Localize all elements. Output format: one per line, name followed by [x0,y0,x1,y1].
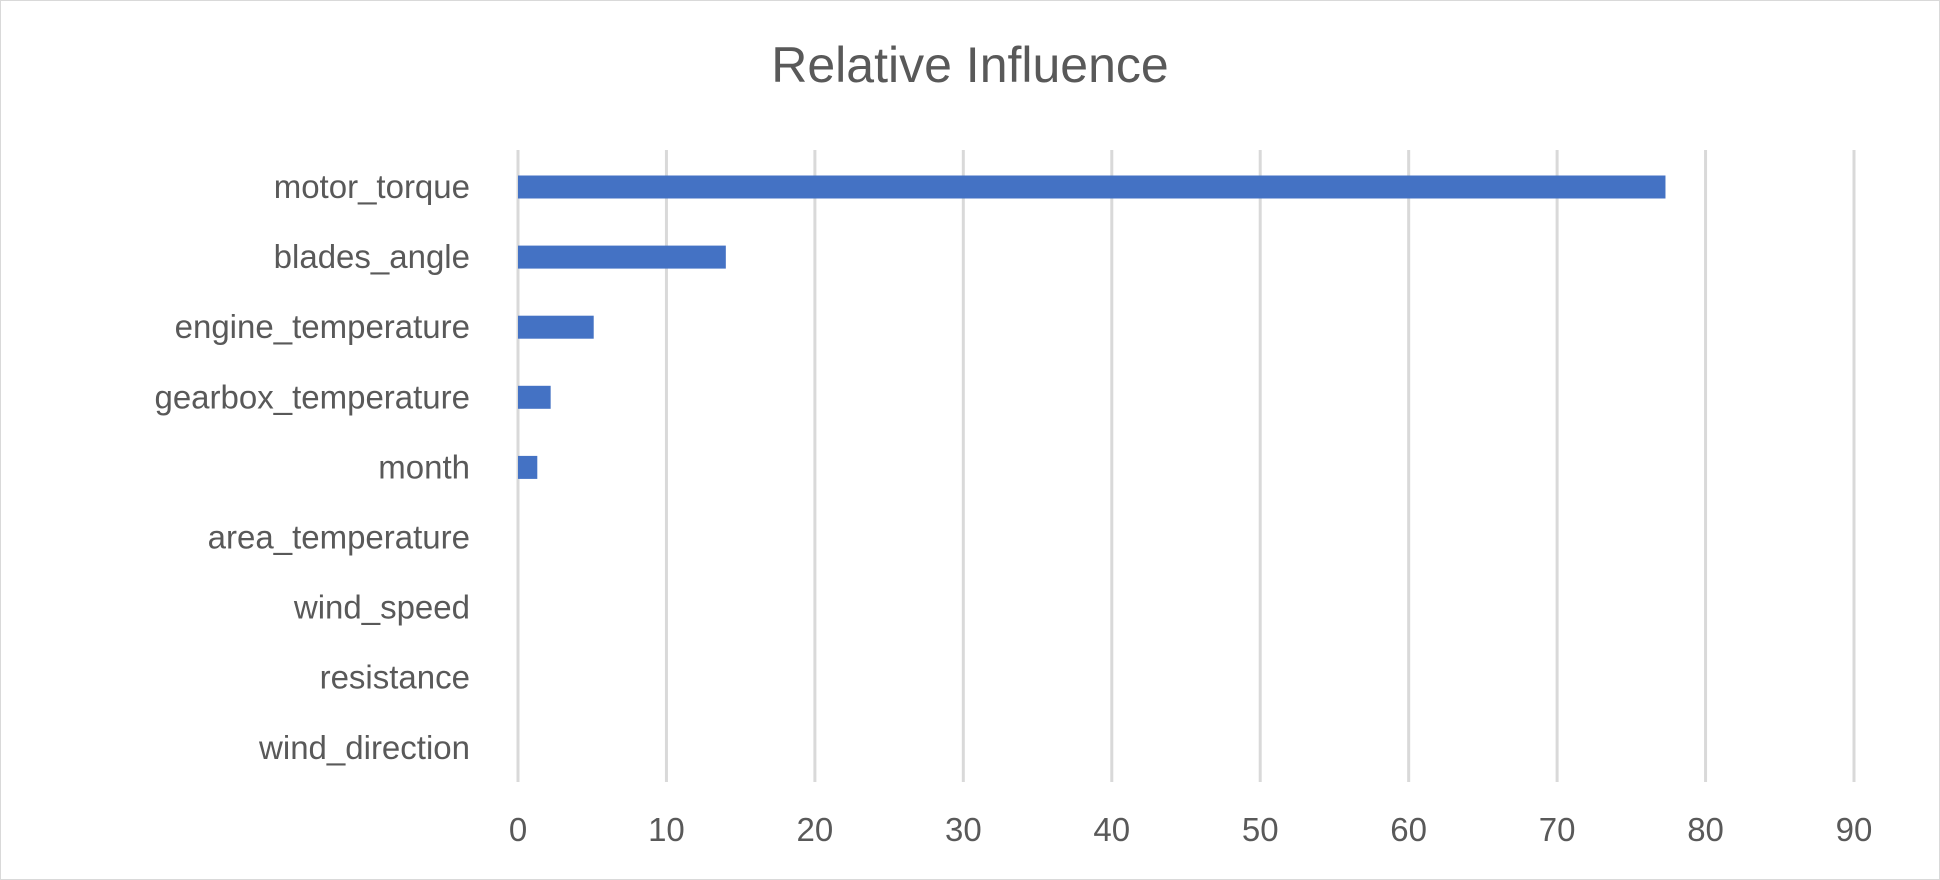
x-tick-label: 40 [1093,811,1130,848]
x-tick-label: 10 [648,811,685,848]
category-label: wind_direction [258,729,470,766]
category-label: engine_temperature [175,308,470,345]
category-label: blades_angle [274,238,470,275]
x-tick-label: 70 [1539,811,1576,848]
category-label: area_temperature [208,519,470,556]
category-label: gearbox_temperature [154,378,470,415]
category-label: month [378,448,470,485]
chart-title: Relative Influence [771,37,1169,93]
category-label: wind_speed [293,589,470,626]
x-tick-label: 30 [945,811,982,848]
gridlines [516,150,1856,782]
bar [518,245,726,269]
category-label: motor_torque [274,168,470,205]
category-labels: motor_torque blades_angle engine_temperatu… [154,168,470,766]
category-label: resistance [320,659,470,696]
bar [518,315,594,339]
x-tick-label: 60 [1390,811,1427,848]
x-tick-labels: 0 10 20 30 40 50 60 70 80 90 [509,811,1873,848]
x-tick-label: 90 [1836,811,1873,848]
bars [518,175,1666,479]
x-tick-label: 80 [1687,811,1724,848]
bar [518,175,1666,199]
bar [518,385,551,409]
bar [518,455,538,479]
x-tick-label: 0 [509,811,527,848]
x-tick-label: 20 [797,811,834,848]
x-tick-label: 50 [1242,811,1279,848]
